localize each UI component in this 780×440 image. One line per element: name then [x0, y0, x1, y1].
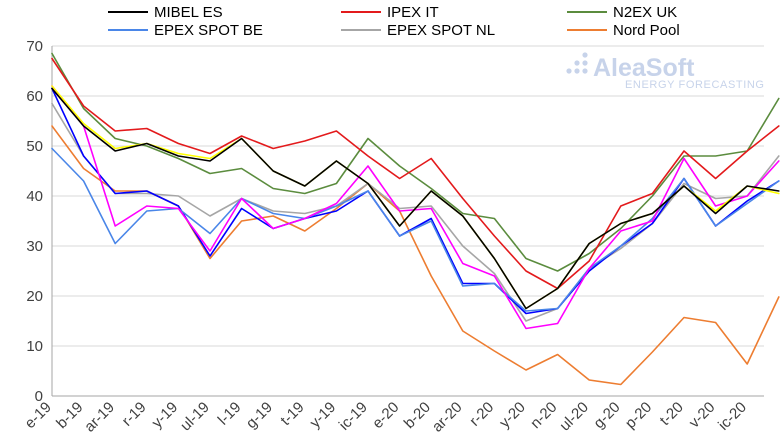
x-tick-label: b-19 — [53, 399, 86, 432]
aleasoft-watermark: AleaSoft ENERGY FORECASTING — [566, 52, 764, 91]
legend-label-ipex-it[interactable]: IPEX IT — [387, 4, 439, 21]
y-axis-ticks: 0 10 20 30 40 50 60 70 — [26, 38, 43, 405]
x-tick-label: e-20 — [369, 399, 402, 432]
y-tick-label: 20 — [26, 288, 43, 305]
watermark-tagline: ENERGY FORECASTING — [625, 79, 765, 91]
x-tick-label: y-20 — [496, 399, 529, 432]
series-line-n2ex-uk — [51, 52, 780, 272]
series-line-ipex-it — [51, 57, 780, 290]
x-tick-label: ar-20 — [429, 399, 466, 436]
y-tick-label: 30 — [26, 238, 43, 255]
series-line-mibel-es — [51, 87, 780, 310]
legend-label-nord-pool[interactable]: Nord Pool — [613, 22, 680, 39]
y-tick-label: 0 — [35, 388, 43, 405]
y-tick-label: 40 — [26, 188, 43, 205]
x-tick-label: ic-19 — [336, 399, 371, 434]
y-tick-label: 70 — [26, 38, 43, 55]
x-tick-label: n-20 — [527, 399, 560, 432]
x-tick-label: g-19 — [243, 399, 276, 432]
x-tick-label: g-20 — [590, 399, 623, 432]
series-line-epex-spot-fr — [51, 87, 780, 315]
x-tick-label: r-19 — [119, 399, 150, 430]
legend-label-epex-spot-nl[interactable]: EPEX SPOT NL — [387, 22, 495, 39]
x-tick-label: v-20 — [686, 399, 719, 432]
x-tick-label: b-20 — [401, 399, 434, 432]
legend-label-mibel-es[interactable]: MIBEL ES — [154, 4, 223, 21]
x-tick-label: y-19 — [307, 399, 340, 432]
x-tick-label: p-20 — [622, 399, 655, 432]
x-tick-label: y-19 — [149, 399, 182, 432]
y-tick-label: 60 — [26, 88, 43, 105]
x-tick-label: ic-20 — [715, 399, 750, 434]
axes — [51, 46, 764, 397]
series-line-mibel-pt — [51, 85, 780, 330]
legend-label-n2ex-uk[interactable]: N2EX UK — [613, 4, 677, 21]
x-tick-label: e-19 — [22, 399, 55, 432]
y-tick-label: 10 — [26, 338, 43, 355]
x-tick-label: ar-19 — [81, 399, 118, 436]
watermark-brand: AleaSoft — [593, 54, 695, 82]
x-tick-label: r-20 — [466, 399, 497, 430]
x-tick-label: ul-19 — [177, 399, 213, 435]
legend-label-epex-spot-be[interactable]: EPEX SPOT BE — [154, 22, 263, 39]
aleasoft-logo-icon — [566, 52, 588, 74]
x-tick-label: ul-20 — [556, 399, 592, 435]
series-lines — [51, 52, 780, 386]
legend[interactable]: EPEX SPOT DEEPEX SPOT FRMIBEL PTMIBEL ES… — [108, 0, 681, 39]
x-tick-label: t-19 — [277, 399, 307, 429]
y-tick-label: 50 — [26, 138, 43, 155]
x-tick-label: t-20 — [657, 399, 687, 429]
x-tick-label: l-19 — [215, 399, 245, 429]
